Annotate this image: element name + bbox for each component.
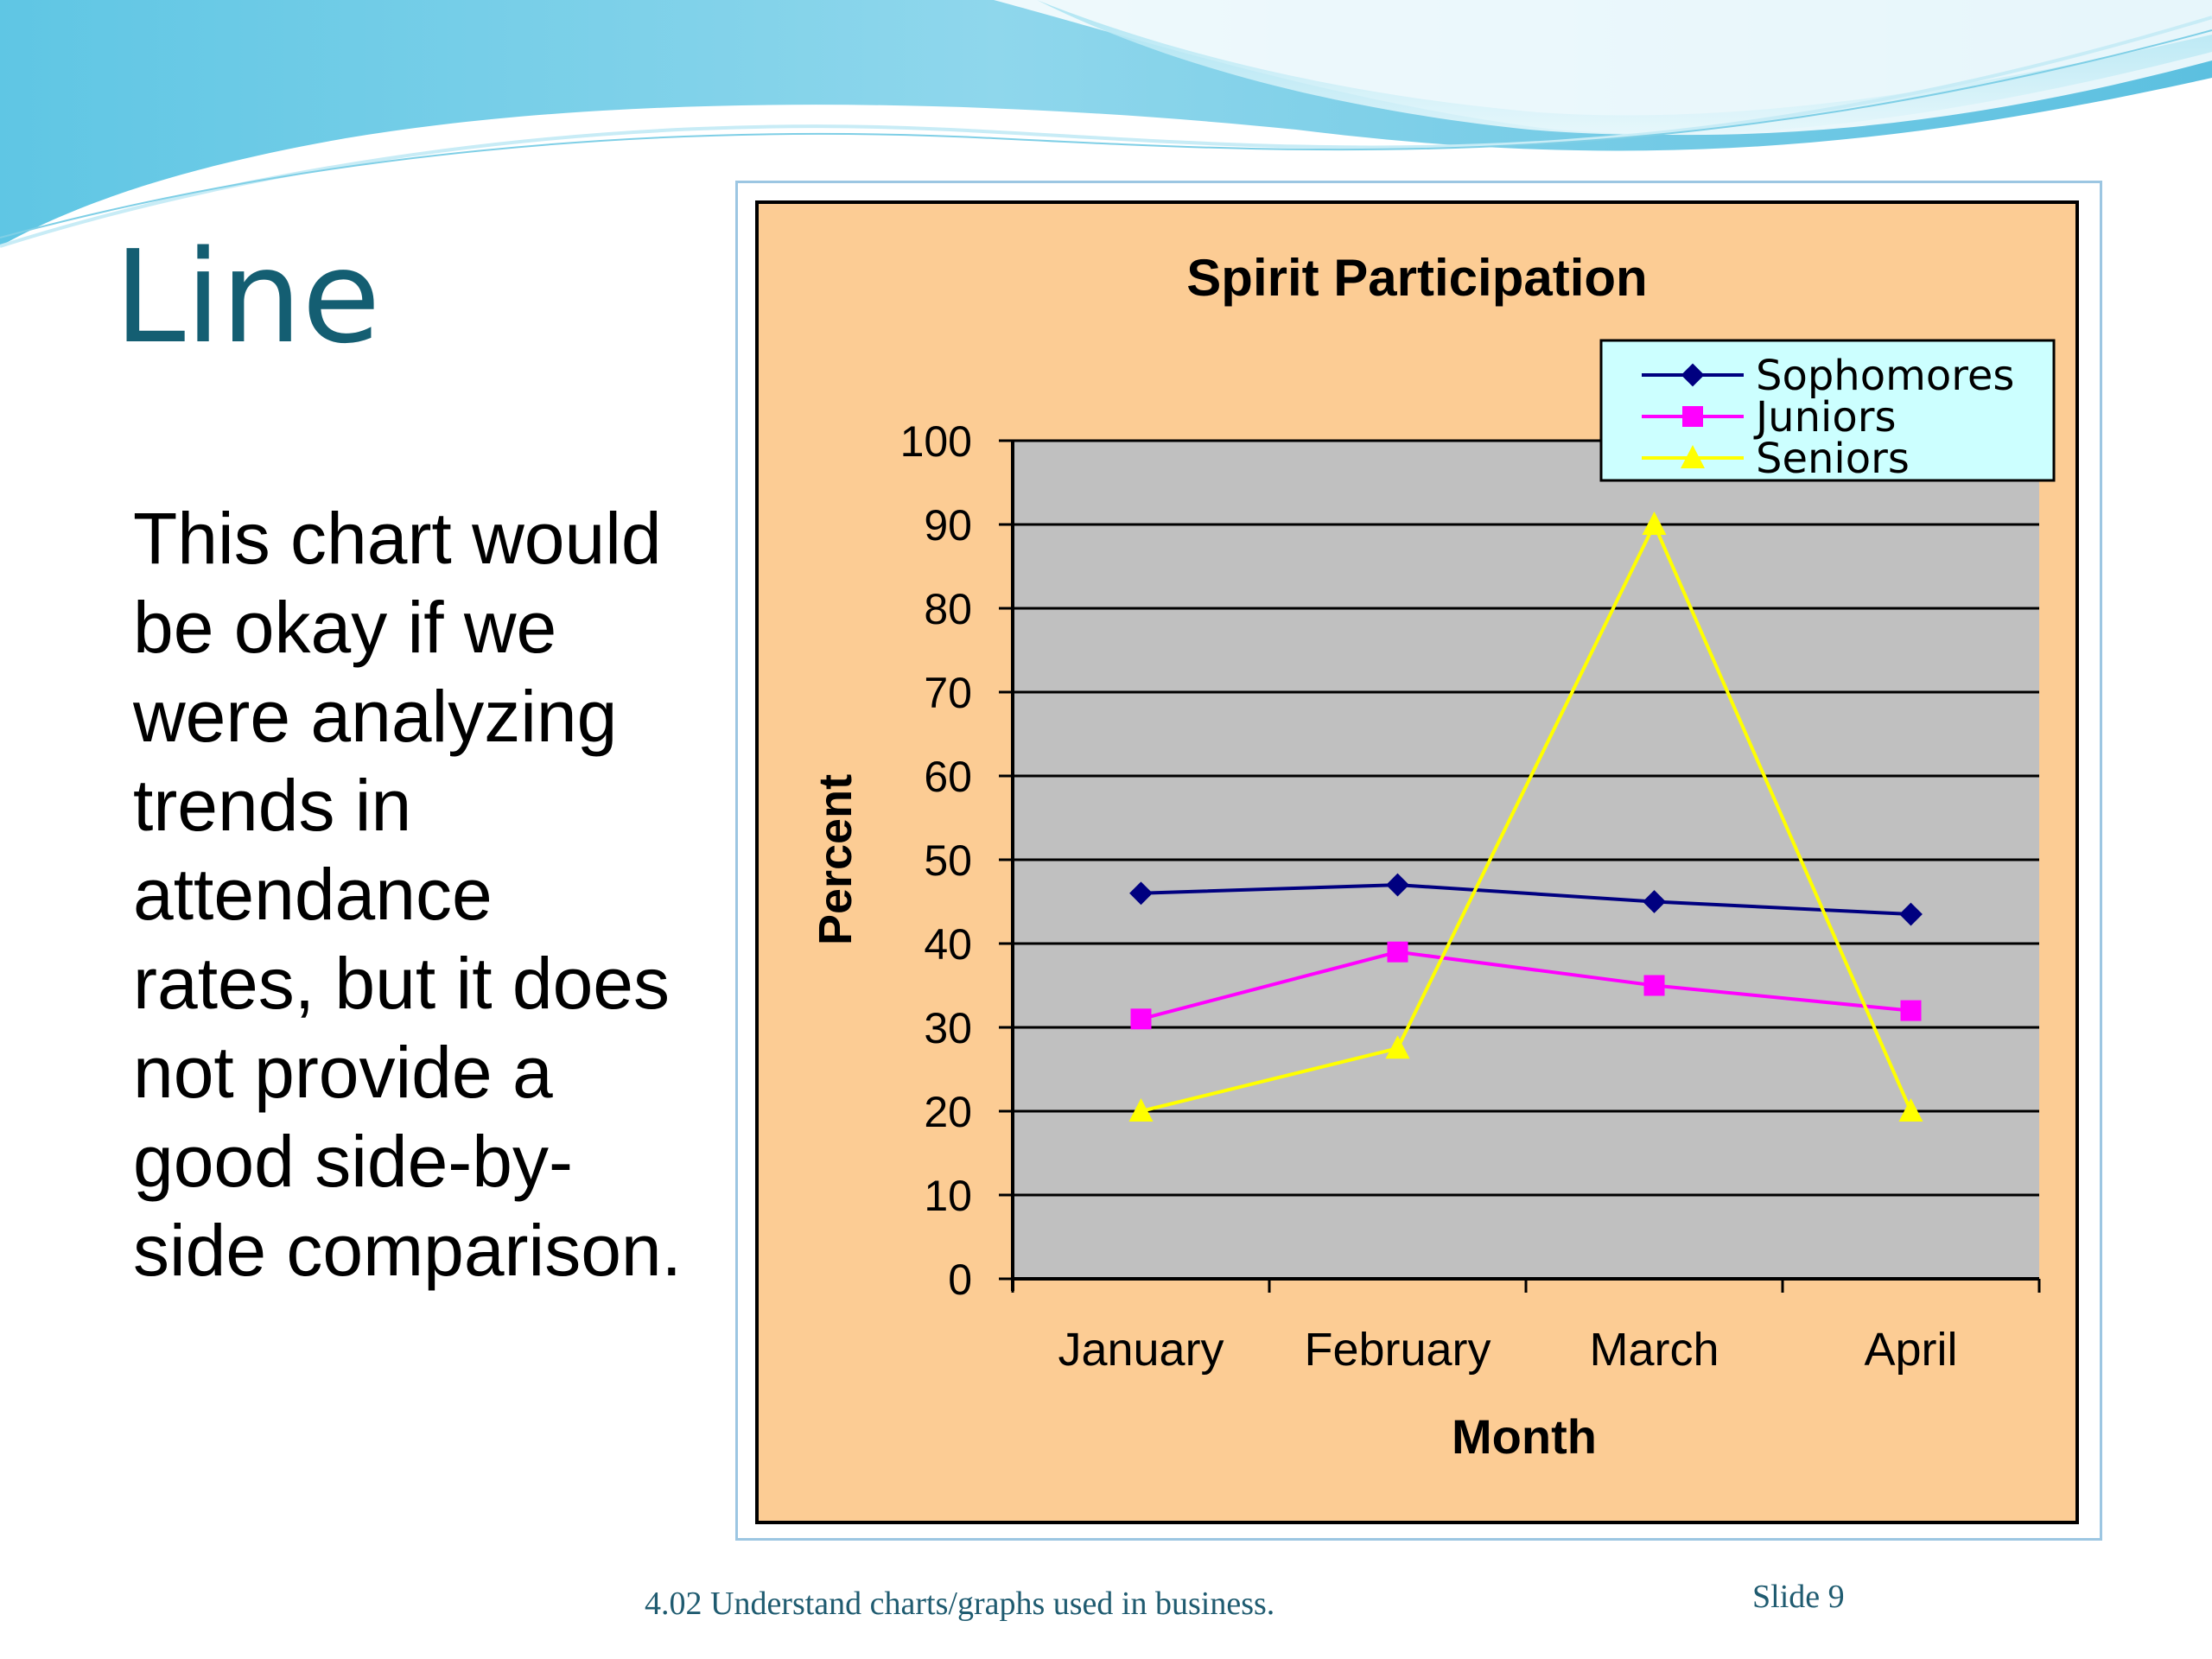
axes [999,439,2041,1293]
legend-label: Juniors [1753,393,1896,442]
gridlines [1013,439,2039,1197]
y-tick-label: 70 [924,669,972,717]
data-point-seniors [1898,1098,1923,1122]
y-tick-label: 90 [924,501,972,550]
y-axis-label: Percent [810,774,861,945]
x-tick-labels: January February March April [1058,1324,1957,1376]
data-point-seniors [1642,512,1667,535]
legend-marker [1682,406,1703,427]
legend-marker [1681,363,1705,387]
data-point-juniors [1130,1008,1152,1030]
series-line-juniors [1140,950,1911,1021]
data-point-juniors [1900,1000,1922,1021]
legend-label: Seniors [1756,435,1910,483]
y-tick-labels: 0 10 20 30 40 50 60 70 80 90 100 [900,417,972,1304]
y-tick-label: 10 [924,1172,972,1220]
series-markers [1128,512,1923,1122]
data-point-juniors [1643,975,1665,996]
y-tick-label: 20 [924,1088,972,1136]
series-lines [1140,520,1913,1113]
x-axis-label: Month [1452,1409,1597,1464]
x-tick-label: March [1589,1324,1719,1376]
data-point-seniors [1128,1098,1154,1122]
chart-title: Spirit Participation [1186,249,1647,307]
data-point-sophomores [1899,902,1923,926]
y-tick-label: 50 [924,836,972,885]
data-point-sophomores [1386,873,1409,897]
slide-body-text: This chart would be okay if we were anal… [133,498,682,1291]
data-point-seniors [1385,1035,1410,1059]
legend-marker [1681,445,1705,468]
y-tick-label: 80 [924,585,972,633]
footer-course-text: 4.02 Understand charts/graphs used in bu… [645,1586,1275,1622]
legend-label: Sophomores [1756,352,2014,400]
x-tick-label: April [1864,1324,1957,1376]
header-wave-decoration [0,0,2212,248]
y-tick-label: 60 [924,753,972,801]
slide-number: Slide 9 [1752,1579,1845,1615]
slide-title: Line [114,223,381,372]
y-tick-label: 100 [900,417,972,466]
x-tick-label: February [1304,1324,1491,1376]
y-tick-label: 30 [924,1004,972,1052]
data-point-sophomores [1643,890,1666,913]
y-tick-label: 40 [924,920,972,969]
data-point-juniors [1387,941,1408,963]
series-line-sophomores [1141,883,1911,917]
data-point-sophomores [1129,881,1153,906]
y-tick-label: 0 [948,1255,972,1304]
series-line-seniors [1141,520,1913,1113]
x-tick-label: January [1058,1324,1224,1376]
